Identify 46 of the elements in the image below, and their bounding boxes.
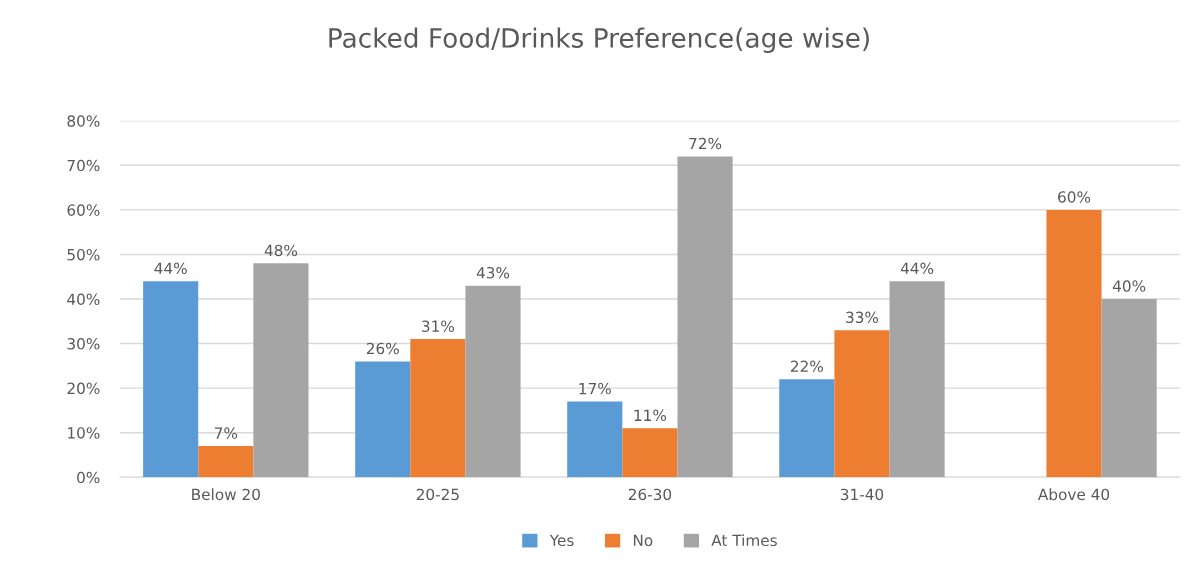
- bar: [779, 379, 835, 478]
- bar: [622, 428, 678, 478]
- data-label: 17%: [579, 382, 611, 395]
- x-tick-label: Below 20: [192, 488, 260, 501]
- y-tick-label: 60%: [67, 204, 100, 216]
- y-tick-label: 20%: [67, 382, 100, 395]
- data-label: 44%: [900, 262, 934, 275]
- x-tick-label: Above 40: [1038, 488, 1110, 501]
- bar: [198, 446, 254, 478]
- data-label: 48%: [264, 244, 298, 257]
- data-label: 7%: [214, 427, 238, 439]
- bar: [834, 330, 890, 478]
- bar: [1046, 209, 1102, 478]
- legend-label: Yes: [549, 534, 574, 547]
- bar: [677, 156, 733, 478]
- y-tick-label: 80%: [67, 115, 100, 127]
- bar: [1101, 299, 1157, 478]
- y-tick-label: 50%: [67, 248, 100, 261]
- y-tick-label: 70%: [67, 159, 100, 172]
- y-tick-label: 10%: [68, 427, 100, 439]
- data-label: 26%: [366, 342, 399, 355]
- data-label: 33%: [846, 311, 879, 324]
- data-label: 60%: [1058, 191, 1091, 203]
- data-label: 40%: [1112, 280, 1146, 292]
- bar: [410, 339, 466, 478]
- y-tick-label: 40%: [67, 293, 100, 306]
- bar: [143, 281, 199, 478]
- data-label: 72%: [689, 137, 722, 150]
- legend-label: No: [633, 534, 653, 547]
- data-label: 31%: [422, 320, 454, 332]
- chart-title: Packed Food/Drinks Preference(age wise): [329, 27, 869, 54]
- legend-label: At Times: [711, 534, 777, 547]
- bar: [355, 361, 411, 478]
- data-label: 44%: [154, 262, 187, 275]
- bar: [889, 281, 945, 478]
- data-label: 22%: [790, 360, 823, 373]
- x-tick-label: 20-25: [416, 488, 459, 501]
- x-tick-label: 31-40: [840, 488, 884, 501]
- x-tick-label: 26-30: [628, 488, 672, 501]
- bar: [253, 263, 309, 478]
- bar: [567, 401, 623, 478]
- y-tick-label: 30%: [67, 338, 100, 350]
- y-tick-label: 0%: [77, 471, 100, 484]
- bar: [465, 285, 521, 478]
- data-label: 43%: [476, 266, 510, 279]
- data-label: 11%: [634, 409, 667, 422]
